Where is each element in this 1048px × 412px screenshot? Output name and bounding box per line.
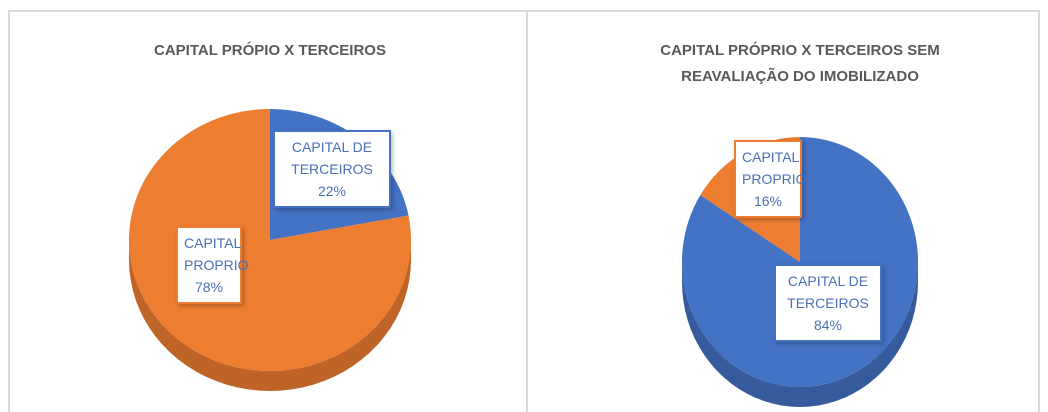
data-label-category: CAPITAL PROPRIO xyxy=(184,235,249,273)
data-label: CAPITAL PROPRIO 16% xyxy=(734,140,807,218)
data-label: CAPITAL DE TERCEIROS 84% xyxy=(774,264,882,342)
data-label-category: CAPITAL DE TERCEIROS xyxy=(291,139,373,177)
pie-slice xyxy=(128,109,411,371)
data-label-value: 78% xyxy=(194,279,224,295)
data-label-category: CAPITAL DE TERCEIROS xyxy=(787,273,869,311)
chart-title: CAPITAL PRÓPRIO X TERCEIROS SEM REAVALIA… xyxy=(660,42,940,85)
data-label-category: CAPITAL PROPRIO xyxy=(742,149,807,187)
pie-side xyxy=(682,262,918,407)
data-label-value: 84% xyxy=(813,317,843,333)
data-label-value: 22% xyxy=(317,183,347,199)
chart-title: CAPITAL PRÓPIO X TERCEIROS xyxy=(154,42,386,59)
data-label-value: 16% xyxy=(753,193,783,209)
data-label: CAPITAL PROPRIO 78% xyxy=(176,226,249,304)
chart-panel xyxy=(526,10,1040,412)
data-label: CAPITAL DE TERCEIROS 22% xyxy=(273,130,391,208)
